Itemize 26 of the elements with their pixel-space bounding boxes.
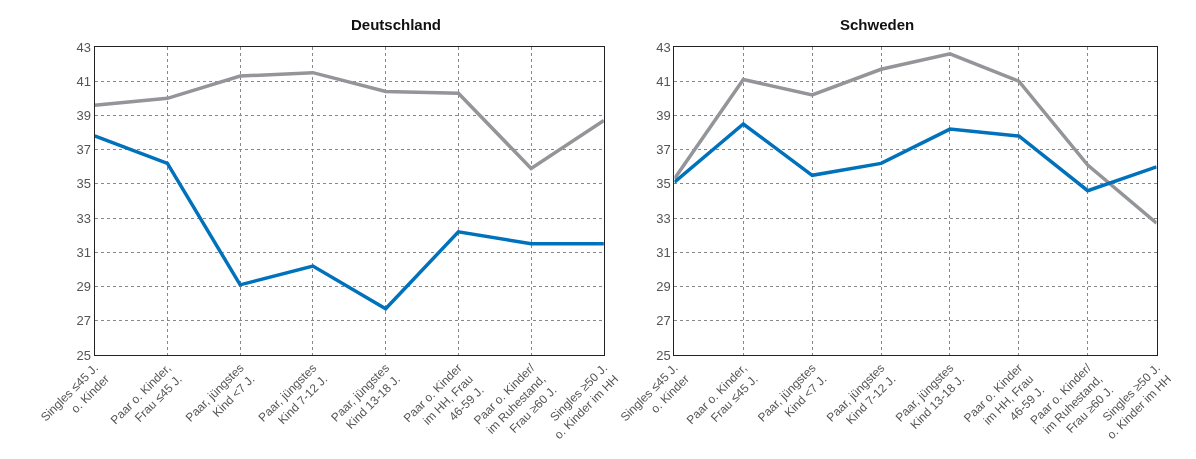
y-tick-label: 35 [656, 176, 671, 192]
y-tick-label: 27 [656, 313, 671, 329]
y-tick-label: 29 [656, 279, 671, 295]
chart-title: Schweden [840, 16, 915, 33]
y-tick-label: 29 [76, 279, 91, 295]
y-tick-label: 37 [76, 142, 91, 158]
y-tick-label: 41 [76, 73, 91, 89]
y-tick-label: 27 [76, 313, 91, 329]
y-tick-label: 25 [656, 347, 671, 363]
y-tick-label: 33 [656, 210, 671, 226]
line-series [94, 70, 604, 171]
line-series [674, 122, 1157, 193]
line-series [674, 52, 1157, 225]
y-tick-label: 33 [76, 210, 91, 226]
line-series [94, 134, 604, 311]
y-tick-label: 35 [76, 176, 91, 192]
y-tick-label: 25 [76, 347, 91, 363]
y-tick-label: 39 [76, 107, 91, 123]
y-tick-label: 41 [656, 73, 671, 89]
y-tick-label: 31 [76, 244, 91, 260]
y-tick-label: 31 [656, 244, 671, 260]
chart-title: Deutschland [351, 16, 442, 33]
y-tick-label: 43 [76, 39, 91, 55]
y-tick-label: 43 [656, 39, 671, 55]
y-tick-label: 37 [656, 142, 671, 158]
y-tick-label: 39 [656, 107, 671, 123]
